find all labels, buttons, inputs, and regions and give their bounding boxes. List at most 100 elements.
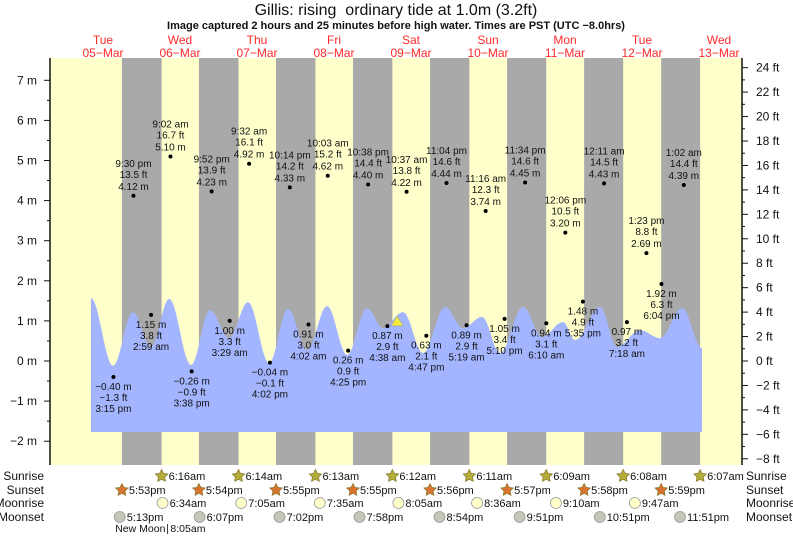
moonrise-time: 8:05am — [405, 498, 442, 510]
left-tick-label: −2 m — [10, 434, 37, 448]
left-tick-label: 6 m — [17, 113, 37, 127]
right-tick-label: 0 ft — [756, 354, 773, 368]
moonset-circle-icon — [593, 511, 606, 523]
tide-event-dot — [227, 318, 232, 323]
day-label-weekday: Wed — [707, 33, 731, 47]
event-time: 4:02 pm — [252, 390, 288, 401]
moonrise-circle-icon — [628, 497, 641, 509]
moonrise-circle-icon — [550, 497, 562, 509]
event-time: 2:59 am — [133, 342, 169, 353]
event-time: 4:02 am — [290, 352, 326, 363]
sunrise-entry: 6:16am — [154, 468, 206, 483]
event-height-ft: 2.9 ft — [376, 342, 398, 353]
day-label-weekday: Wed — [168, 33, 192, 47]
event-height-ft: 6.3 ft — [650, 300, 672, 311]
sunset-star-icon — [423, 482, 438, 497]
event-height-ft: −1.3 ft — [99, 393, 127, 404]
event-time: 9:30 pm — [115, 159, 151, 170]
moonrise-entry: 9:47am — [628, 497, 679, 510]
right-tick-label: 18 ft — [756, 134, 780, 148]
axes: 7 m 6 m 5 m 4 m 3 m 2 m 1 m 0 m −1 m −2 m 24 ft 22 … — [10, 58, 780, 466]
event-time: 3:15 pm — [95, 404, 131, 415]
sunset-star-icon — [654, 482, 669, 497]
day-label-weekday: Sat — [402, 33, 421, 47]
event-height-m: 1.92 m — [646, 289, 677, 300]
sunset-star-icon — [114, 482, 129, 497]
sunrise-entry: 6:07am — [693, 468, 744, 483]
right-tick-label: 24 ft — [756, 61, 780, 75]
sunrise-star-icon — [539, 468, 554, 483]
moonset-time: 7:58pm — [367, 512, 404, 524]
event-height-ft: 3.1 ft — [535, 339, 557, 350]
tide-event-dot — [523, 180, 528, 185]
almanac: Sunrise Sunrise 6:16am 6:14am 6:13am 6:12am 6:… — [0, 468, 793, 535]
moonset-circle-icon — [193, 511, 206, 523]
event-height-m: 3.20 m — [550, 219, 581, 230]
day-label-weekday: Tue — [632, 33, 653, 47]
day-label-date: 10−Mar — [467, 46, 508, 60]
moonset-entry: 7:58pm — [353, 511, 404, 524]
moonset-circle-icon — [273, 511, 286, 523]
event-height-ft: 14.4 ft — [354, 159, 382, 170]
event-height-ft: 10.5 ft — [551, 207, 579, 218]
sunset-time: 5:55pm — [360, 485, 397, 497]
event-height-m: 4.33 m — [275, 173, 306, 184]
event-time: 3:38 pm — [174, 398, 210, 409]
chart-subtitle: Image captured 2 hours and 25 minutes be… — [167, 20, 625, 32]
sunset-entry: 5:55pm — [268, 482, 320, 497]
moonset-circle-icon — [353, 511, 366, 523]
sunrise-star-icon — [693, 468, 708, 483]
almanac-row-label-right: Sunset — [746, 483, 784, 497]
event-height-ft: 13.8 ft — [393, 166, 421, 177]
event-height-ft: 2.9 ft — [455, 341, 477, 352]
event-height-m: 1.15 m — [136, 320, 167, 331]
event-height-m: 4.62 m — [312, 162, 343, 173]
sunset-entry: 5:56pm — [423, 482, 474, 497]
left-tick-label: 1 m — [17, 314, 37, 328]
low-tide-event: 0.91 m3.0 ft4:02 am — [290, 322, 327, 363]
event-height-ft: −0.9 ft — [178, 387, 206, 398]
event-height-ft: 12.3 ft — [472, 185, 500, 196]
tide-event-dot — [131, 193, 136, 198]
event-time: 11:04 pm — [426, 146, 467, 157]
moonset-entry: 5:13pm — [113, 511, 163, 524]
event-time: 4:25 pm — [330, 378, 366, 389]
event-time: 11:16 am — [465, 174, 506, 185]
sunrise-time: 6:07am — [707, 471, 744, 483]
event-height-m: 4.45 m — [510, 169, 541, 180]
sunset-time: 5:56pm — [437, 485, 474, 497]
tide-event-dot — [580, 299, 585, 304]
sunset-entry: 5:57pm — [500, 482, 551, 497]
event-height-m: 1.05 m — [489, 324, 520, 335]
sunset-entry: 5:53pm — [114, 482, 166, 497]
event-height-m: 5.10 m — [155, 142, 186, 153]
sunset-star-icon — [191, 482, 206, 497]
tide-event-dot — [602, 181, 607, 186]
event-time: 10:37 am — [386, 155, 428, 166]
sunset-entry: 5:55pm — [345, 482, 397, 497]
day-label-weekday: Tue — [93, 33, 114, 47]
sunrise-time: 6:14am — [245, 471, 282, 483]
day-label-date: 12−Mar — [621, 46, 662, 60]
event-height-ft: −0.1 ft — [256, 379, 284, 390]
event-height-m: 0.26 m — [333, 356, 364, 367]
right-tick-label: 6 ft — [756, 281, 773, 295]
sunrise-entry: 6:14am — [231, 468, 282, 483]
moonrise-entry: 8:36am — [471, 497, 521, 510]
high-tide-event: 1:23 pm8.8 ft2.69 m — [628, 216, 665, 256]
event-height-ft: 0.9 ft — [337, 367, 359, 378]
moonset-time: 6:07pm — [207, 512, 244, 524]
right-tick-label: 22 ft — [756, 85, 780, 99]
sunrise-time: 6:16am — [169, 471, 206, 483]
moonset-circle-icon — [433, 511, 446, 523]
tide-height-area — [90, 298, 703, 432]
event-height-m: 0.89 m — [451, 330, 482, 341]
day-label-weekday: Mon — [553, 33, 576, 47]
event-height-ft: 13.5 ft — [120, 170, 148, 181]
